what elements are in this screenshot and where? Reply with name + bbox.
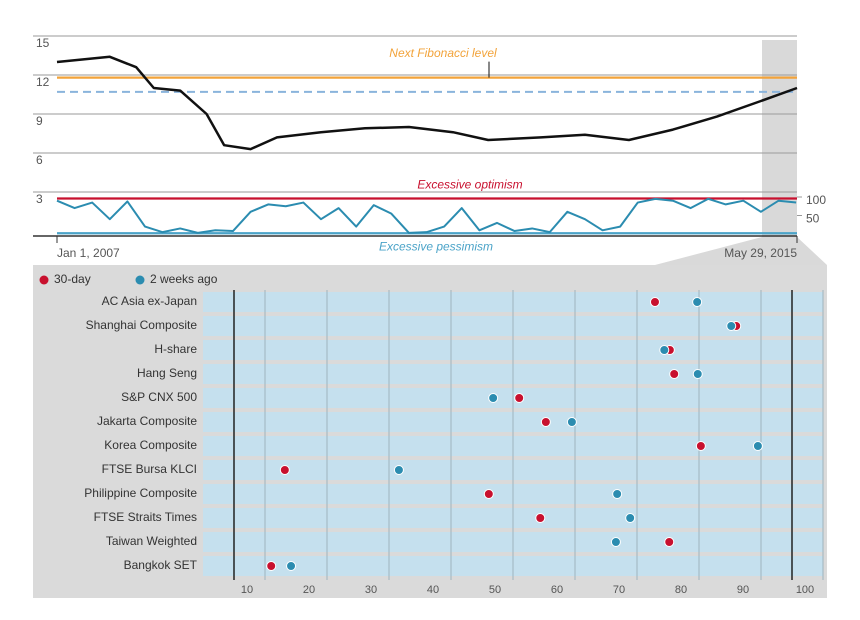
x-tick-label: 90 <box>737 584 749 596</box>
x-tick-label: 20 <box>303 584 315 596</box>
dot <box>625 513 636 523</box>
y-tick-label: 12 <box>36 75 50 89</box>
dot <box>279 465 290 475</box>
x-tick-label: 80 <box>675 584 687 596</box>
x-tick-label: 40 <box>427 584 439 596</box>
recent-highlight <box>762 40 797 237</box>
dot <box>514 393 525 403</box>
category-label: FTSE Bursa KLCI <box>102 462 197 476</box>
x-tick-label: 10 <box>241 584 253 596</box>
annotation: Next Fibonacci level <box>389 46 497 60</box>
x-tick-label: 60 <box>551 584 563 596</box>
y-tick-label: 9 <box>36 114 43 128</box>
x-tick-label: 50 <box>489 584 501 596</box>
dot <box>286 561 297 571</box>
dot <box>483 489 494 499</box>
category-label: H-share <box>154 342 197 356</box>
dot <box>540 417 551 427</box>
dot <box>393 465 404 475</box>
category-label: Bangkok SET <box>124 558 198 572</box>
dot <box>695 441 706 451</box>
legend-swatch <box>39 275 49 285</box>
annotation: Excessive optimism <box>417 178 522 192</box>
x-tick-label: May 29, 2015 <box>724 246 797 260</box>
legend-swatch <box>135 275 145 285</box>
dot <box>726 321 737 331</box>
dot <box>266 561 277 571</box>
category-label: Shanghai Composite <box>86 318 198 332</box>
dot <box>535 513 546 523</box>
category-label: S&P CNX 500 <box>121 390 197 404</box>
dot <box>566 417 577 427</box>
y2-tick-label: 50 <box>806 212 820 226</box>
category-label: Korea Composite <box>104 438 197 452</box>
category-label: Hang Seng <box>137 366 197 380</box>
category-label: AC Asia ex-Japan <box>102 294 197 308</box>
dot <box>488 393 499 403</box>
legend-label: 30-day <box>54 272 91 286</box>
y-tick-label: 6 <box>36 153 43 167</box>
category-label: Taiwan Weighted <box>106 534 197 548</box>
dot <box>664 537 675 547</box>
y2-tick-label: 100 <box>806 193 826 207</box>
dot <box>692 369 703 379</box>
category-label: Jakarta Composite <box>97 414 197 428</box>
dot <box>692 297 703 307</box>
line-series <box>56 55 798 151</box>
legend-label: 2 weeks ago <box>150 272 218 286</box>
zoom-connector <box>655 237 827 265</box>
dot <box>752 441 763 451</box>
annotation: Excessive pessimism <box>379 239 493 253</box>
category-label: FTSE Straits Times <box>94 510 197 524</box>
dot <box>612 489 623 499</box>
line-series <box>56 197 797 234</box>
x-tick-label: 70 <box>613 584 625 596</box>
dot <box>610 537 621 547</box>
y-tick-label: 3 <box>36 192 43 206</box>
x-tick-label: 100 <box>796 584 814 596</box>
category-label: Philippine Composite <box>84 486 197 500</box>
x-tick-label: Jan 1, 2007 <box>57 246 120 260</box>
y-tick-label: 15 <box>36 36 50 50</box>
x-tick-label: 30 <box>365 584 377 596</box>
dot <box>669 369 680 379</box>
dot <box>659 345 670 355</box>
dot <box>649 297 660 307</box>
